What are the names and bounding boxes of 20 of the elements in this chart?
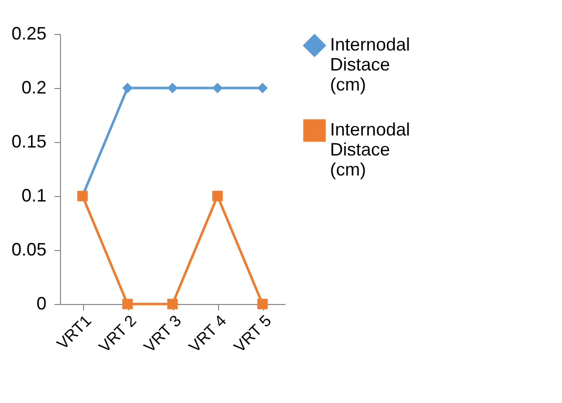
y-tick-label: 0.25 (11, 24, 46, 44)
point (167, 82, 178, 94)
point (212, 82, 223, 94)
y-tick-label: 0.15 (11, 132, 46, 152)
y-tick-label: 0.2 (21, 78, 46, 98)
point (167, 298, 178, 310)
y-tick-label: 0.1 (21, 186, 46, 206)
point (122, 82, 133, 94)
x-tick-label: VRT 2 (96, 312, 140, 356)
point (212, 190, 223, 202)
x-tick-label: VRT 4 (186, 312, 230, 356)
y-tick-label: 0 (36, 294, 46, 314)
point (257, 298, 268, 310)
legend-label: Internodal Distace (cm) (330, 120, 410, 180)
point (257, 82, 268, 94)
legend-label: Internodal Distace (cm) (330, 34, 410, 94)
x-tick-label: VRT 5 (231, 312, 276, 356)
x-tick-label: VRT 3 (141, 312, 186, 356)
point (122, 298, 133, 310)
y-tick-label: 0.05 (11, 240, 46, 260)
